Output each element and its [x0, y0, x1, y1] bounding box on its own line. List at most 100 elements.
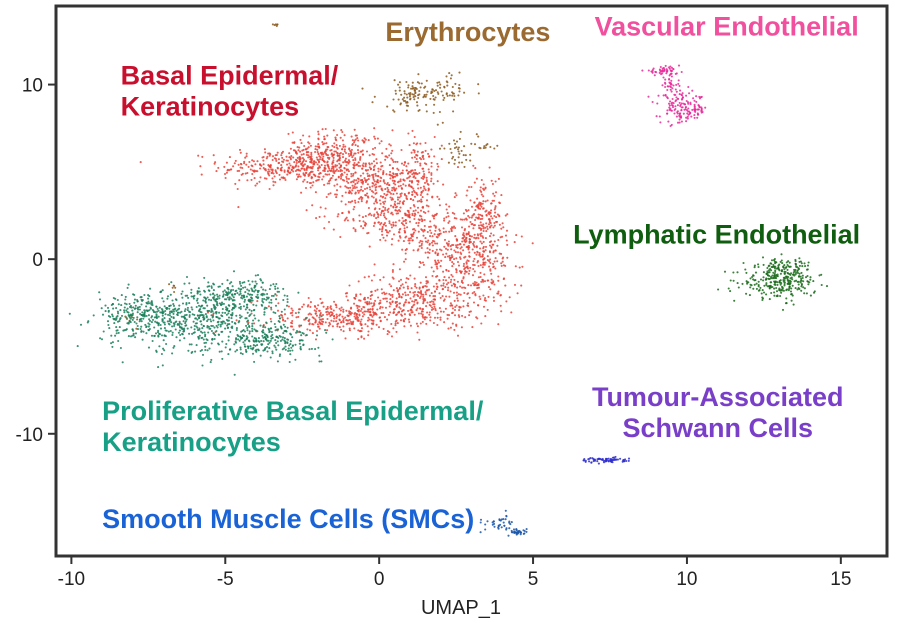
- data-point: [127, 311, 130, 314]
- data-point: [310, 151, 313, 154]
- data-point: [399, 307, 402, 310]
- data-point: [172, 322, 175, 325]
- data-point: [736, 282, 739, 285]
- data-point: [140, 320, 143, 323]
- data-point: [214, 334, 217, 337]
- data-point: [385, 292, 388, 295]
- data-point: [783, 279, 786, 282]
- data-point: [170, 321, 173, 324]
- data-point: [351, 143, 354, 147]
- data-point: [374, 299, 377, 302]
- data-point: [163, 323, 166, 326]
- data-point: [372, 191, 375, 194]
- data-point: [404, 214, 407, 217]
- data-point: [385, 173, 388, 176]
- data-point: [497, 279, 500, 282]
- data-point: [478, 251, 481, 255]
- data-point: [412, 149, 415, 152]
- data-point: [809, 276, 812, 279]
- data-point: [148, 318, 151, 321]
- data-point: [243, 162, 246, 165]
- data-point: [165, 308, 168, 311]
- data-point: [452, 262, 455, 265]
- data-point: [318, 215, 321, 218]
- data-point: [270, 337, 273, 340]
- data-point: [224, 327, 227, 330]
- data-point: [474, 209, 477, 212]
- data-point: [207, 289, 210, 292]
- data-point: [141, 299, 144, 302]
- data-point: [280, 154, 283, 157]
- data-point: [398, 268, 401, 271]
- data-point: [423, 187, 426, 190]
- data-point: [283, 313, 287, 316]
- data-point: [359, 309, 362, 313]
- data-point: [87, 320, 90, 323]
- data-point: [401, 169, 404, 172]
- data-point: [479, 189, 482, 192]
- data-point: [286, 163, 289, 166]
- data-point: [353, 152, 356, 155]
- data-point: [241, 281, 244, 284]
- data-point: [315, 314, 318, 317]
- data-point: [481, 255, 484, 258]
- data-point: [237, 206, 240, 209]
- data-point: [367, 275, 370, 278]
- data-point: [762, 263, 765, 266]
- data-point: [282, 332, 285, 335]
- data-point: [321, 313, 325, 317]
- data-point: [653, 74, 656, 77]
- data-point: [789, 277, 792, 280]
- data-point: [345, 295, 348, 298]
- data-point: [283, 308, 286, 311]
- data-point: [321, 128, 324, 131]
- data-point: [246, 288, 249, 291]
- data-point: [413, 135, 416, 139]
- data-point: [143, 309, 146, 312]
- data-point: [496, 244, 499, 247]
- data-point: [305, 150, 309, 154]
- data-point: [317, 346, 320, 349]
- data-point: [213, 162, 216, 165]
- data-point: [479, 207, 482, 210]
- data-point: [416, 331, 419, 334]
- data-point: [476, 261, 479, 264]
- data-point: [447, 215, 450, 218]
- data-point: [317, 130, 320, 133]
- data-point: [670, 75, 673, 78]
- data-point: [210, 342, 213, 345]
- data-point: [423, 318, 426, 321]
- data-point: [439, 318, 442, 321]
- data-point: [354, 297, 357, 300]
- data-point: [215, 315, 218, 319]
- data-point: [403, 96, 406, 99]
- data-point: [317, 143, 320, 146]
- data-point: [207, 298, 211, 301]
- data-point: [396, 303, 399, 306]
- series-0-points: [139, 127, 534, 341]
- data-point: [220, 321, 224, 324]
- data-point: [353, 186, 357, 190]
- data-point: [659, 121, 662, 124]
- data-point: [782, 265, 785, 268]
- data-point: [317, 138, 320, 141]
- data-point: [354, 183, 357, 186]
- data-point: [92, 314, 95, 317]
- data-point: [340, 175, 343, 178]
- data-point: [217, 323, 220, 326]
- data-point: [368, 212, 372, 215]
- data-point: [251, 172, 254, 176]
- data-point: [238, 179, 241, 182]
- data-point: [493, 147, 496, 150]
- data-point: [783, 268, 786, 271]
- data-point: [179, 333, 182, 337]
- data-point: [341, 178, 344, 181]
- data-point: [752, 287, 755, 290]
- data-point: [669, 72, 673, 75]
- data-point: [254, 329, 257, 332]
- data-point: [680, 120, 683, 123]
- data-point: [794, 287, 797, 290]
- series-3-points: [717, 253, 829, 311]
- data-point: [258, 163, 262, 166]
- data-point: [658, 71, 661, 74]
